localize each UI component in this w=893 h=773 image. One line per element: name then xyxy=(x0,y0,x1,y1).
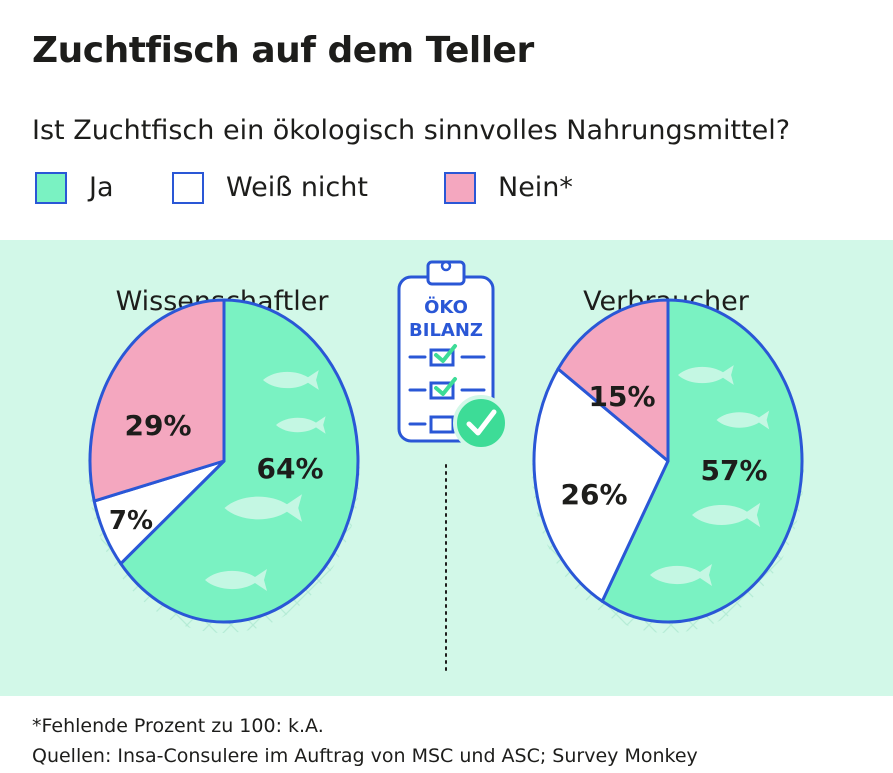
legend-label-weiss-nicht: Weiß nicht xyxy=(226,172,368,203)
chart-panel: Wissenschaftler 64% 7% 29% Verbraucher xyxy=(0,240,893,696)
legend-swatch-ja xyxy=(35,172,67,204)
data-label-wissenschaftler-nein: 29% xyxy=(124,409,191,442)
chart-subtitle: Ist Zuchtfisch ein ökologisch sinnvolles… xyxy=(32,115,791,146)
footnote-sources: Quellen: Insa-Consulere im Auftrag von M… xyxy=(32,745,698,767)
data-label-verbraucher-ja: 57% xyxy=(700,454,767,487)
footnote: *Fehlende Prozent zu 100: k.A. Quellen: … xyxy=(32,711,698,771)
pie-wissenschaftler xyxy=(88,298,360,624)
data-label-wissenschaftler-ja: 64% xyxy=(256,452,323,485)
legend-label-nein: Nein* xyxy=(498,172,573,203)
data-label-verbraucher-nein: 15% xyxy=(588,380,655,413)
legend-swatch-weiss-nicht xyxy=(172,172,204,204)
icon-label-oeko: ÖKO xyxy=(424,296,468,318)
footnote-missing-percent: *Fehlende Prozent zu 100: k.A. xyxy=(32,715,324,737)
pie-slice-verbraucher-nein xyxy=(556,298,670,463)
data-label-verbraucher-weiss-nicht: 26% xyxy=(560,478,627,511)
clipboard-checklist-icon: ÖKO BILANZ xyxy=(397,260,509,451)
chart-title: Zuchtfisch auf dem Teller xyxy=(32,30,534,71)
pie-charts: Wissenschaftler 64% 7% 29% Verbraucher xyxy=(88,260,804,671)
legend-label-ja: Ja xyxy=(89,172,114,203)
pie-slice-wissenschaftler-nein xyxy=(88,298,226,503)
icon-label-bilanz: BILANZ xyxy=(409,320,483,341)
legend: Ja Weiß nicht Nein* xyxy=(35,170,735,210)
data-label-wissenschaftler-weiss-nicht: 7% xyxy=(109,506,153,536)
legend-swatch-nein xyxy=(444,172,476,204)
pie-verbraucher xyxy=(532,298,804,624)
pie-slice-verbraucher-ja xyxy=(600,298,804,624)
pie-slice-verbraucher-weiss-nicht xyxy=(532,367,670,603)
